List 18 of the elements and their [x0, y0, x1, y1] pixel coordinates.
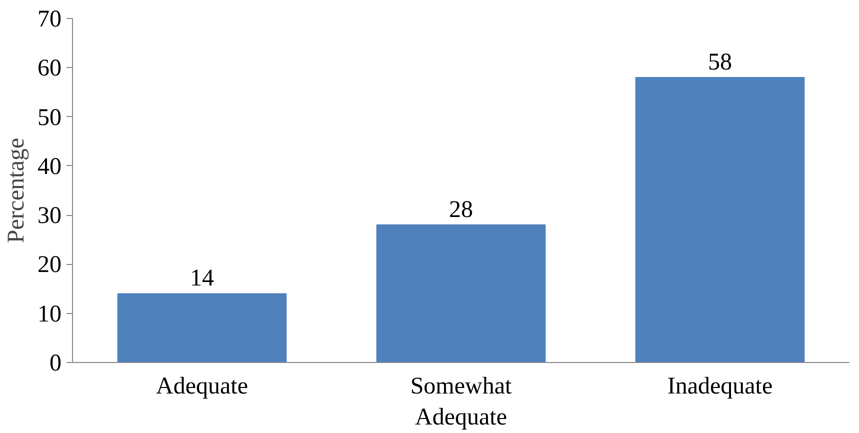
bar	[117, 293, 287, 362]
x-tick-label: Somewhat Adequate	[410, 374, 512, 431]
x-tick-label: Inadequate	[667, 374, 773, 400]
y-tick-label: 40	[38, 154, 62, 180]
y-tick-label: 60	[38, 56, 62, 82]
y-tick-label: 0	[50, 350, 62, 376]
data-label: 58	[708, 49, 732, 76]
data-label: 14	[190, 266, 214, 292]
data-label: 28	[449, 196, 473, 223]
y-tick-label: 30	[38, 203, 62, 230]
y-tick-label: 70	[38, 6, 62, 32]
y-tick-label: 20	[38, 252, 62, 278]
x-tick-label: Adequate	[156, 374, 248, 400]
y-tick-label: 10	[38, 301, 62, 328]
bar	[376, 224, 546, 362]
bar	[635, 76, 805, 362]
y-axis-title: Percentage	[4, 138, 30, 244]
y-tick-label: 50	[38, 104, 62, 131]
